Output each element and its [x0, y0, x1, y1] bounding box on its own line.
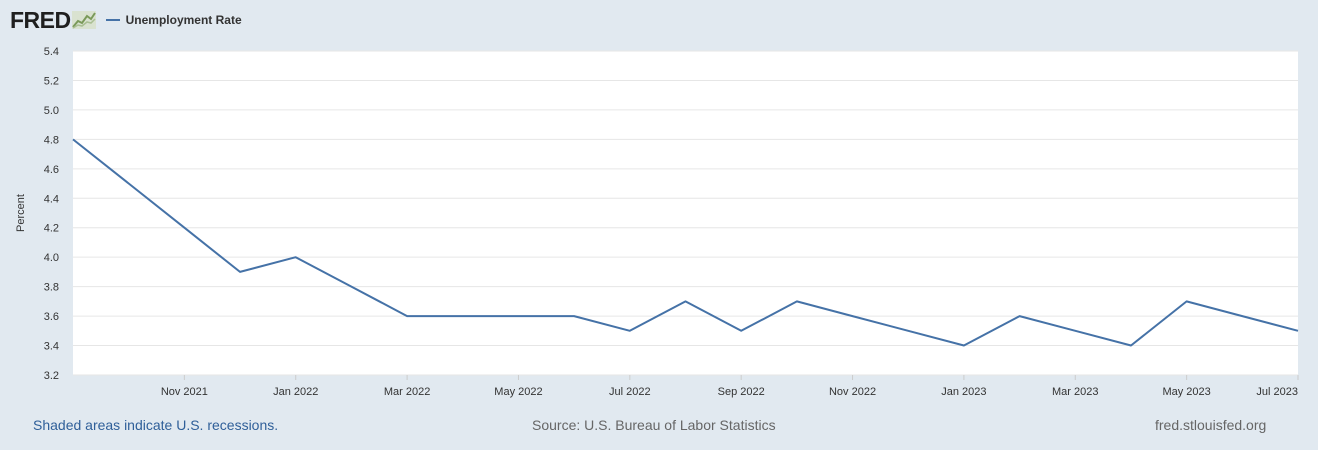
x-tick-label: Jan 2023 — [941, 386, 986, 398]
y-tick-label: 3.4 — [44, 341, 59, 353]
y-tick-label: 3.6 — [44, 311, 59, 323]
source-text: Source: U.S. Bureau of Labor Statistics — [532, 417, 776, 433]
y-tick-label: 4.0 — [44, 252, 59, 264]
chart-legend[interactable]: Unemployment Rate — [105, 13, 242, 27]
y-tick-label: 4.2 — [44, 223, 59, 235]
y-tick-label: 5.2 — [44, 75, 59, 87]
x-tick-label: Jul 2022 — [609, 386, 651, 398]
x-tick-label: May 2023 — [1162, 386, 1210, 398]
chart-header: FRED Unemployment Rate — [10, 6, 242, 34]
x-tick-label: Mar 2022 — [384, 386, 430, 398]
unemployment-line-chart: 3.2 3.4 3.6 3.8 4.0 4.2 4.4 4.6 4.8 5.0 5.2 5.4 Nov … — [15, 46, 1299, 398]
recession-note-link[interactable]: Shaded areas indicate U.S. recessions. — [33, 417, 279, 433]
legend-swatch — [105, 19, 120, 21]
legend-label: Unemployment Rate — [125, 13, 242, 27]
fred-logo-text: FRED — [10, 6, 71, 33]
plot-area — [73, 51, 1298, 375]
y-tick-label: 3.2 — [44, 370, 59, 382]
y-tick-label: 4.6 — [44, 164, 59, 176]
y-tick-label: 5.0 — [44, 105, 59, 117]
fred-logo[interactable]: FRED — [10, 7, 96, 34]
y-tick-label: 4.8 — [44, 134, 59, 146]
y-tick-label: 5.4 — [44, 46, 59, 58]
x-tick-label: Jan 2022 — [273, 386, 318, 398]
chart-line-icon — [71, 11, 96, 29]
x-tick-label: May 2022 — [494, 386, 542, 398]
series-line-0 — [72, 138, 1299, 347]
x-tick-label: Mar 2023 — [1052, 386, 1098, 398]
y-axis-label: Percent — [15, 194, 27, 232]
x-tick-label: Nov 2022 — [829, 386, 876, 398]
x-tick-label: Nov 2021 — [161, 386, 208, 398]
x-tick-label: Sep 2022 — [718, 386, 765, 398]
y-tick-label: 3.8 — [44, 282, 59, 294]
y-tick-label: 4.4 — [44, 193, 59, 205]
x-tick-label: Jul 2023 — [1256, 386, 1298, 398]
site-url[interactable]: fred.stlouisfed.org — [1155, 417, 1267, 433]
